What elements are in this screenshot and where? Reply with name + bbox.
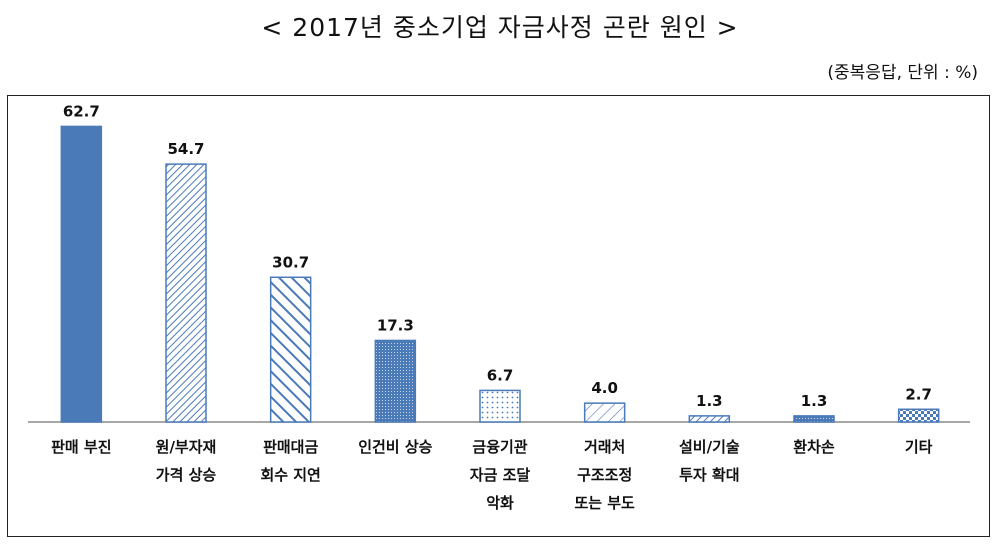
category-label-2-line-1: 원/부자재 <box>156 438 217 456</box>
category-label-6-line-3: 또는 부도 <box>574 494 635 512</box>
bar-8 <box>793 415 835 423</box>
bar-3 <box>269 276 312 423</box>
category-label-2-line-2: 가격 상승 <box>156 466 217 484</box>
category-label-6-line-2: 구조조정 <box>577 466 632 484</box>
category-label-6-line-1: 거래처 <box>584 438 625 456</box>
value-label-9: 2.7 <box>905 385 932 403</box>
category-label-4-line-1: 인건비 상승 <box>358 438 432 456</box>
value-label-3: 30.7 <box>272 253 309 271</box>
value-label-7: 1.3 <box>696 392 723 410</box>
category-label-3-line-1: 판매대금 <box>263 438 318 456</box>
category-label-8-line-1: 환차손 <box>793 438 835 456</box>
bar-2 <box>165 163 207 423</box>
bar-7 <box>688 415 731 423</box>
bar-6 <box>583 402 626 423</box>
bar-5 <box>479 389 521 423</box>
bar-1 <box>60 125 103 423</box>
value-label-1: 62.7 <box>63 102 100 120</box>
value-label-2: 54.7 <box>167 140 204 158</box>
category-label-7-line-2: 투자 확대 <box>679 466 739 484</box>
chart-title: < 2017년 중소기업 자금사정 곤란 원인 > <box>261 13 739 42</box>
category-label-5-line-3: 악화 <box>486 494 514 512</box>
value-label-8: 1.3 <box>801 392 828 410</box>
value-label-6: 4.0 <box>591 379 618 397</box>
unit-note: (중복응답, 단위 : %) <box>827 63 978 83</box>
value-label-5: 6.7 <box>487 366 514 384</box>
bar-4 <box>374 339 417 423</box>
category-label-5-line-1: 금융기관 <box>472 438 527 456</box>
bar-9 <box>897 408 940 423</box>
category-label-7-line-1: 설비/기술 <box>679 438 740 456</box>
category-label-3-line-2: 회수 지연 <box>260 466 320 484</box>
value-label-4: 17.3 <box>377 316 414 334</box>
category-label-1-line-1: 판매 부진 <box>51 438 111 456</box>
category-label-9-line-1: 기타 <box>905 438 933 456</box>
category-label-5-line-2: 자금 조달 <box>470 466 531 484</box>
